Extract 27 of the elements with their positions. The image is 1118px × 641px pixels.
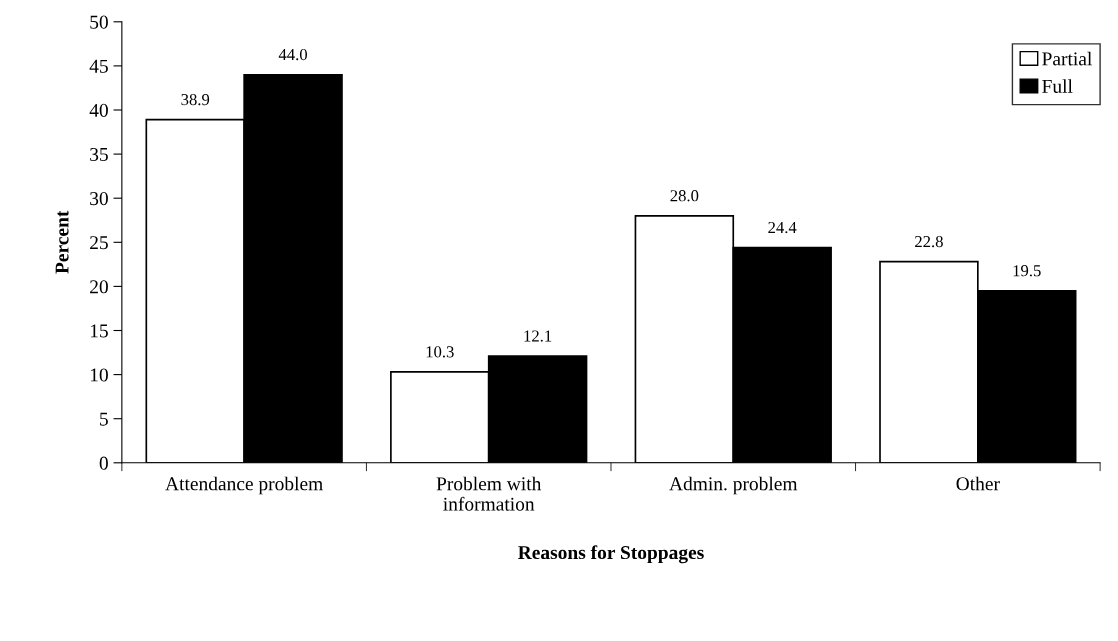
x-tick-label: Attendance problem	[165, 476, 323, 495]
x-tick-label: Other	[956, 476, 1000, 491]
data-label: 24.4	[768, 221, 797, 234]
y-tick-label: 45	[89, 59, 108, 73]
y-tick-label: 50	[90, 15, 108, 29]
y-tick-label: 0	[99, 456, 108, 470]
y-tick-label: 25	[90, 236, 108, 250]
data-label: 44.0	[278, 48, 307, 61]
y-tick-label: 15	[90, 324, 108, 338]
y-tick-label: 40	[89, 103, 108, 117]
legend-label: Partial	[1042, 51, 1092, 66]
y-tick-label: 35	[90, 147, 108, 162]
legend-label: Full	[1042, 79, 1073, 93]
y-tick-label: 10	[90, 368, 108, 382]
x-axis-title: Reasons for Stoppages	[518, 545, 704, 564]
data-label: 28.0	[670, 190, 699, 202]
data-label: 10.3	[426, 346, 454, 358]
y-tick-label: 30	[90, 192, 108, 206]
data-label: 19.5	[1013, 265, 1041, 277]
data-label: 22.8	[915, 235, 943, 248]
data-label: 12.1	[524, 330, 552, 342]
y-axis-title: Percent	[55, 210, 69, 274]
x-tick-label: Problem with information	[436, 476, 542, 511]
y-tick-label: 20	[90, 280, 108, 294]
data-label: 38.9	[181, 93, 210, 106]
y-tick-label: 5	[100, 412, 108, 426]
x-tick-label: Admin. problem	[669, 476, 798, 495]
